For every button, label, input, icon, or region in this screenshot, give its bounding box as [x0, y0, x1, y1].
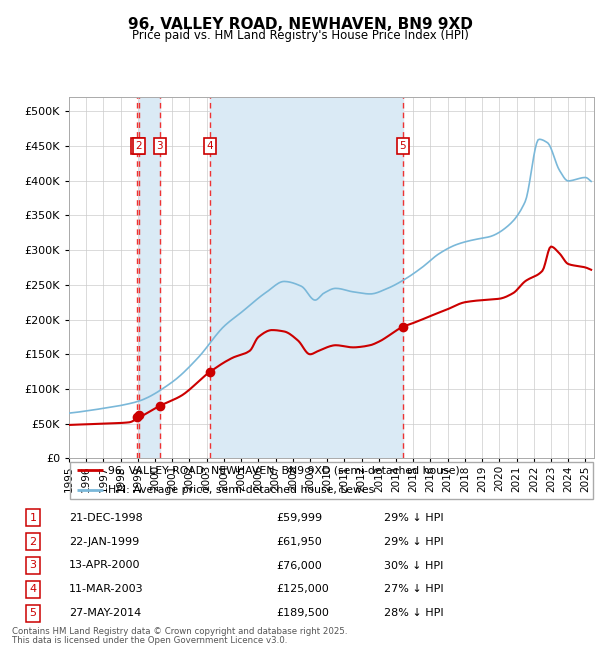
Text: This data is licensed under the Open Government Licence v3.0.: This data is licensed under the Open Gov… [12, 636, 287, 645]
Text: 27-MAY-2014: 27-MAY-2014 [69, 608, 141, 618]
Text: £125,000: £125,000 [276, 584, 329, 594]
Text: 27% ↓ HPI: 27% ↓ HPI [384, 584, 443, 594]
Text: Price paid vs. HM Land Registry's House Price Index (HPI): Price paid vs. HM Land Registry's House … [131, 29, 469, 42]
Text: 3: 3 [157, 141, 163, 151]
Text: 4: 4 [29, 584, 37, 594]
Text: 96, VALLEY ROAD, NEWHAVEN, BN9 9XD (semi-detached house): 96, VALLEY ROAD, NEWHAVEN, BN9 9XD (semi… [109, 465, 460, 475]
Text: £59,999: £59,999 [276, 513, 322, 523]
Text: 3: 3 [29, 560, 37, 571]
Text: 21-DEC-1998: 21-DEC-1998 [69, 513, 143, 523]
Text: 29% ↓ HPI: 29% ↓ HPI [384, 513, 443, 523]
Text: 2: 2 [29, 537, 37, 547]
Text: 2: 2 [136, 141, 142, 151]
Text: 96, VALLEY ROAD, NEWHAVEN, BN9 9XD: 96, VALLEY ROAD, NEWHAVEN, BN9 9XD [128, 17, 472, 32]
Text: £76,000: £76,000 [276, 560, 322, 571]
Text: 5: 5 [29, 608, 37, 618]
Text: 30% ↓ HPI: 30% ↓ HPI [384, 560, 443, 571]
Text: 13-APR-2000: 13-APR-2000 [69, 560, 140, 571]
Text: 1: 1 [134, 141, 140, 151]
Text: 1: 1 [29, 513, 37, 523]
Text: 29% ↓ HPI: 29% ↓ HPI [384, 537, 443, 547]
Text: 22-JAN-1999: 22-JAN-1999 [69, 537, 139, 547]
Text: £61,950: £61,950 [276, 537, 322, 547]
Text: HPI: Average price, semi-detached house, Lewes: HPI: Average price, semi-detached house,… [109, 486, 374, 495]
Bar [139, 98, 160, 458]
Text: Contains HM Land Registry data © Crown copyright and database right 2025.: Contains HM Land Registry data © Crown c… [12, 627, 347, 636]
Text: 5: 5 [400, 141, 406, 151]
Bar [210, 98, 403, 458]
Text: 11-MAR-2003: 11-MAR-2003 [69, 584, 143, 594]
Text: £189,500: £189,500 [276, 608, 329, 618]
Text: 28% ↓ HPI: 28% ↓ HPI [384, 608, 443, 618]
Text: 4: 4 [206, 141, 213, 151]
